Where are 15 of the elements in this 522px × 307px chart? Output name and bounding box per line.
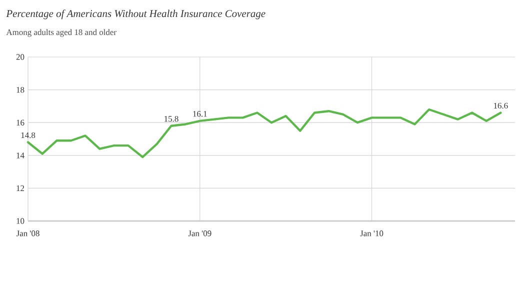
- x-tick-label: Jan '10: [360, 230, 384, 236]
- x-tick-label: Jan '09: [188, 230, 212, 236]
- x-tick-label: Jan '08: [16, 230, 40, 236]
- chart-title: Percentage of Americans Without Health Insurance Coverage: [6, 10, 266, 20]
- y-tick-label: 20: [16, 54, 24, 60]
- y-tick-label: 10: [16, 218, 24, 224]
- y-tick-label: 14: [16, 152, 24, 158]
- annotation: 16.1: [193, 111, 207, 117]
- y-tick-label: 16: [16, 120, 24, 126]
- y-tick-label: 18: [16, 86, 24, 93]
- annotation: 14.8: [21, 132, 36, 138]
- chart-subtitle: Among adults aged 18 and older: [6, 29, 116, 37]
- y-tick-label: 12: [16, 185, 24, 192]
- annotation: 15.8: [164, 116, 178, 122]
- annotation: 16.6: [494, 102, 508, 109]
